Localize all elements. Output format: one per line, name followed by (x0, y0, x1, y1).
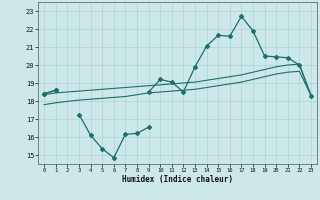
X-axis label: Humidex (Indice chaleur): Humidex (Indice chaleur) (122, 175, 233, 184)
